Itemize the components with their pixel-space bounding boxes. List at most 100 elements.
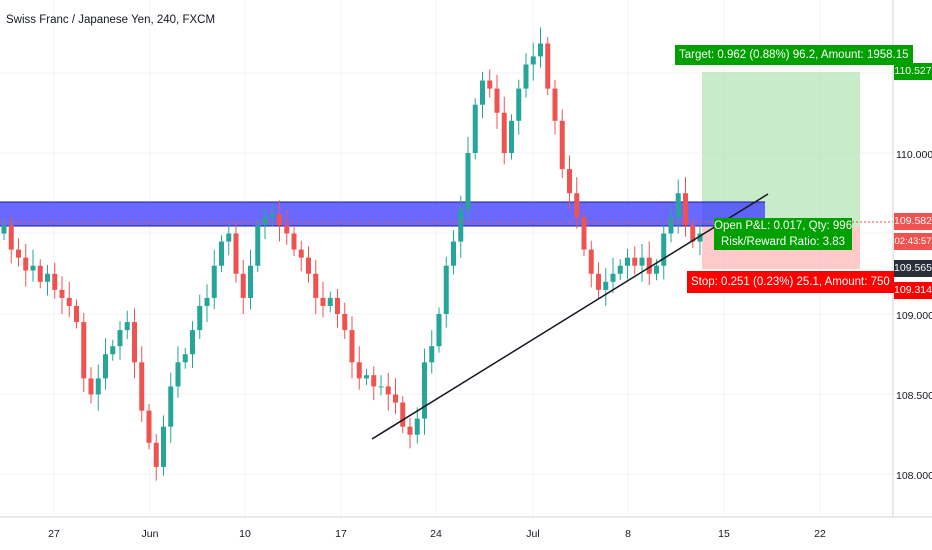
- time-tick: 17: [335, 528, 347, 540]
- candle-body: [211, 265, 217, 298]
- candle-body: [574, 193, 580, 218]
- candle-body: [596, 273, 601, 290]
- pnl-box: Open P&L: 0.017, Qty: 996 Risk/Reward Ra…: [714, 218, 852, 250]
- candle-body: [603, 281, 609, 290]
- candle-body: [683, 193, 688, 226]
- candle-body: [306, 257, 311, 274]
- candle-body: [146, 410, 152, 443]
- time-tick: 10: [239, 528, 251, 540]
- candle-body: [639, 257, 645, 266]
- candle-body: [523, 64, 529, 89]
- candle-body: [356, 362, 362, 379]
- candle-body: [327, 297, 333, 306]
- resistance-zone: [0, 202, 765, 226]
- time-tick: 27: [48, 528, 60, 540]
- price-tick: 110.000: [896, 149, 932, 161]
- candle-body: [298, 249, 304, 258]
- candle-body: [320, 297, 326, 306]
- candle-body: [233, 233, 239, 274]
- candle-body: [182, 354, 188, 363]
- candle-body: [45, 273, 50, 282]
- candle-body: [654, 265, 659, 274]
- candle-body: [291, 233, 297, 250]
- candle-body: [349, 330, 355, 363]
- candle-body: [646, 257, 652, 274]
- candle-body: [690, 225, 696, 242]
- price-tick: 108.000: [896, 470, 932, 482]
- candle-body: [530, 56, 536, 65]
- candle-body: [117, 330, 123, 347]
- candle-body: [197, 305, 203, 331]
- time-tick: Jun: [141, 528, 159, 540]
- candlestick-series: [1, 27, 703, 481]
- candle-body: [400, 402, 406, 427]
- candle-body: [219, 241, 224, 266]
- time-tick: 22: [814, 528, 826, 540]
- candle-body: [313, 273, 319, 298]
- open-pnl-text: Open P&L: 0.017, Qty: 996: [714, 220, 853, 232]
- stop-annotation: Stop: 0.251 (0.23%) 25.1, Amount: 750: [687, 271, 894, 293]
- candle-body: [1, 225, 7, 234]
- candle-body: [255, 225, 261, 266]
- candle-body: [81, 322, 87, 379]
- candle-body: [697, 233, 703, 242]
- candle-body: [429, 346, 435, 363]
- candle-body: [74, 305, 79, 323]
- trendline: [371, 193, 769, 440]
- entry-price-label: 109.565: [894, 260, 932, 277]
- candle-body: [443, 265, 449, 314]
- target-zone: [702, 72, 860, 227]
- candle-body: [516, 88, 522, 121]
- candle-body: [153, 442, 159, 467]
- candle-body: [262, 217, 268, 226]
- candle-body: [204, 297, 210, 306]
- candle-body: [110, 346, 116, 355]
- candle-body: [37, 265, 43, 282]
- candle-body: [407, 426, 413, 435]
- time-tick: 8: [625, 528, 631, 540]
- candle-body: [335, 297, 340, 314]
- candle-body: [567, 169, 572, 194]
- candle-body: [248, 265, 253, 298]
- candle-body: [451, 241, 456, 266]
- price-tick: 108.500: [896, 390, 932, 402]
- candle-body: [545, 43, 551, 89]
- candle-body: [559, 120, 565, 170]
- candle-body: [552, 88, 558, 121]
- candle-body: [364, 375, 369, 379]
- candle-body: [422, 362, 427, 419]
- candle-body: [30, 265, 36, 271]
- current-price-label: 109.582: [894, 213, 932, 230]
- candle-body: [168, 386, 174, 427]
- time-tick: 15: [718, 528, 730, 540]
- time-tick: 24: [430, 528, 442, 540]
- candle-body: [668, 217, 674, 234]
- candle-body: [66, 297, 72, 306]
- candle-body: [190, 330, 195, 355]
- candle-body: [124, 322, 130, 331]
- candle-body: [617, 265, 623, 274]
- candle-body: [175, 362, 181, 387]
- candle-body: [472, 104, 478, 153]
- candle-body: [378, 386, 384, 388]
- candle-body: [465, 153, 471, 210]
- candle-body: [342, 314, 348, 331]
- candle-body: [480, 80, 485, 105]
- candle-body: [371, 375, 377, 387]
- candle-body: [581, 217, 587, 250]
- candle-body: [240, 273, 246, 298]
- candle-body: [161, 426, 166, 467]
- candle-body: [661, 233, 667, 266]
- candle-body: [103, 354, 108, 379]
- candle-body: [610, 273, 616, 282]
- candle-body: [23, 257, 29, 271]
- candle-body: [132, 322, 137, 363]
- candle-body: [269, 214, 275, 218]
- risk-reward-text: Risk/Reward Ratio: 3.83: [721, 236, 845, 248]
- candle-body: [494, 88, 500, 113]
- chart-title: Swiss Franc / Japanese Yen, 240, FXCM: [6, 14, 216, 26]
- target-price-label: 110.527: [894, 63, 932, 80]
- candle-body: [59, 289, 65, 298]
- candle-body: [8, 225, 14, 250]
